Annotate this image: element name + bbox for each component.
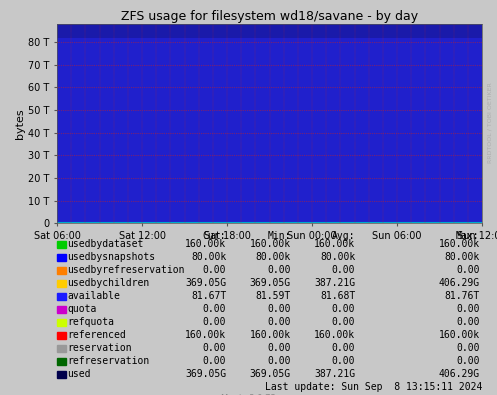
Text: 160.00k: 160.00k [249,330,291,340]
Text: 0.00: 0.00 [456,304,480,314]
Text: usedbydataset: usedbydataset [67,239,144,249]
Text: 0.00: 0.00 [203,317,226,327]
Text: 160.00k: 160.00k [185,330,226,340]
Text: 81.68T: 81.68T [320,291,355,301]
Text: 0.00: 0.00 [203,356,226,367]
Text: 0.00: 0.00 [456,317,480,327]
Text: used: used [67,369,90,380]
Text: referenced: referenced [67,330,126,340]
Text: 0.00: 0.00 [332,304,355,314]
Title: ZFS usage for filesystem wd18/savane - by day: ZFS usage for filesystem wd18/savane - b… [121,9,418,23]
Text: 0.00: 0.00 [267,356,291,367]
Text: 80.00k: 80.00k [444,252,480,262]
Text: 160.00k: 160.00k [314,239,355,249]
Text: 0.00: 0.00 [332,356,355,367]
Text: 81.59T: 81.59T [255,291,291,301]
Text: 0.00: 0.00 [332,317,355,327]
Text: 80.00k: 80.00k [191,252,226,262]
Text: 387.21G: 387.21G [314,278,355,288]
Text: 160.00k: 160.00k [438,239,480,249]
Text: Cur:: Cur: [203,231,226,241]
Text: Munin 2.0.73: Munin 2.0.73 [221,394,276,395]
Text: 0.00: 0.00 [267,317,291,327]
Text: usedbychildren: usedbychildren [67,278,149,288]
Text: Last update: Sun Sep  8 13:15:11 2024: Last update: Sun Sep 8 13:15:11 2024 [265,382,482,393]
Text: 0.00: 0.00 [456,265,480,275]
Text: 0.00: 0.00 [456,343,480,354]
Text: usedbyrefreservation: usedbyrefreservation [67,265,184,275]
Text: RRDTOOL / TOBI OETIKER: RRDTOOL / TOBI OETIKER [487,82,492,163]
Y-axis label: bytes: bytes [15,108,25,139]
Text: 160.00k: 160.00k [185,239,226,249]
Text: 80.00k: 80.00k [255,252,291,262]
Text: 0.00: 0.00 [267,343,291,354]
Text: 160.00k: 160.00k [438,330,480,340]
Text: 81.76T: 81.76T [444,291,480,301]
Text: 160.00k: 160.00k [314,330,355,340]
Text: 369.05G: 369.05G [185,369,226,380]
Text: 0.00: 0.00 [456,356,480,367]
Text: 0.00: 0.00 [332,343,355,354]
Text: refquota: refquota [67,317,114,327]
Text: 0.00: 0.00 [267,304,291,314]
Text: 0.00: 0.00 [203,265,226,275]
Text: 80.00k: 80.00k [320,252,355,262]
Text: reservation: reservation [67,343,132,354]
Text: 387.21G: 387.21G [314,369,355,380]
Text: 369.05G: 369.05G [249,278,291,288]
Text: refreservation: refreservation [67,356,149,367]
Text: 406.29G: 406.29G [438,278,480,288]
Text: 81.67T: 81.67T [191,291,226,301]
Text: 369.05G: 369.05G [185,278,226,288]
Text: 0.00: 0.00 [267,265,291,275]
Text: quota: quota [67,304,96,314]
Text: 406.29G: 406.29G [438,369,480,380]
Text: 369.05G: 369.05G [249,369,291,380]
Text: 160.00k: 160.00k [249,239,291,249]
Text: Max:: Max: [456,231,480,241]
Text: 0.00: 0.00 [203,304,226,314]
Text: 0.00: 0.00 [332,265,355,275]
Text: 0.00: 0.00 [203,343,226,354]
Text: available: available [67,291,120,301]
Text: Avg:: Avg: [332,231,355,241]
Text: usedbysnapshots: usedbysnapshots [67,252,155,262]
Text: Min:: Min: [267,231,291,241]
